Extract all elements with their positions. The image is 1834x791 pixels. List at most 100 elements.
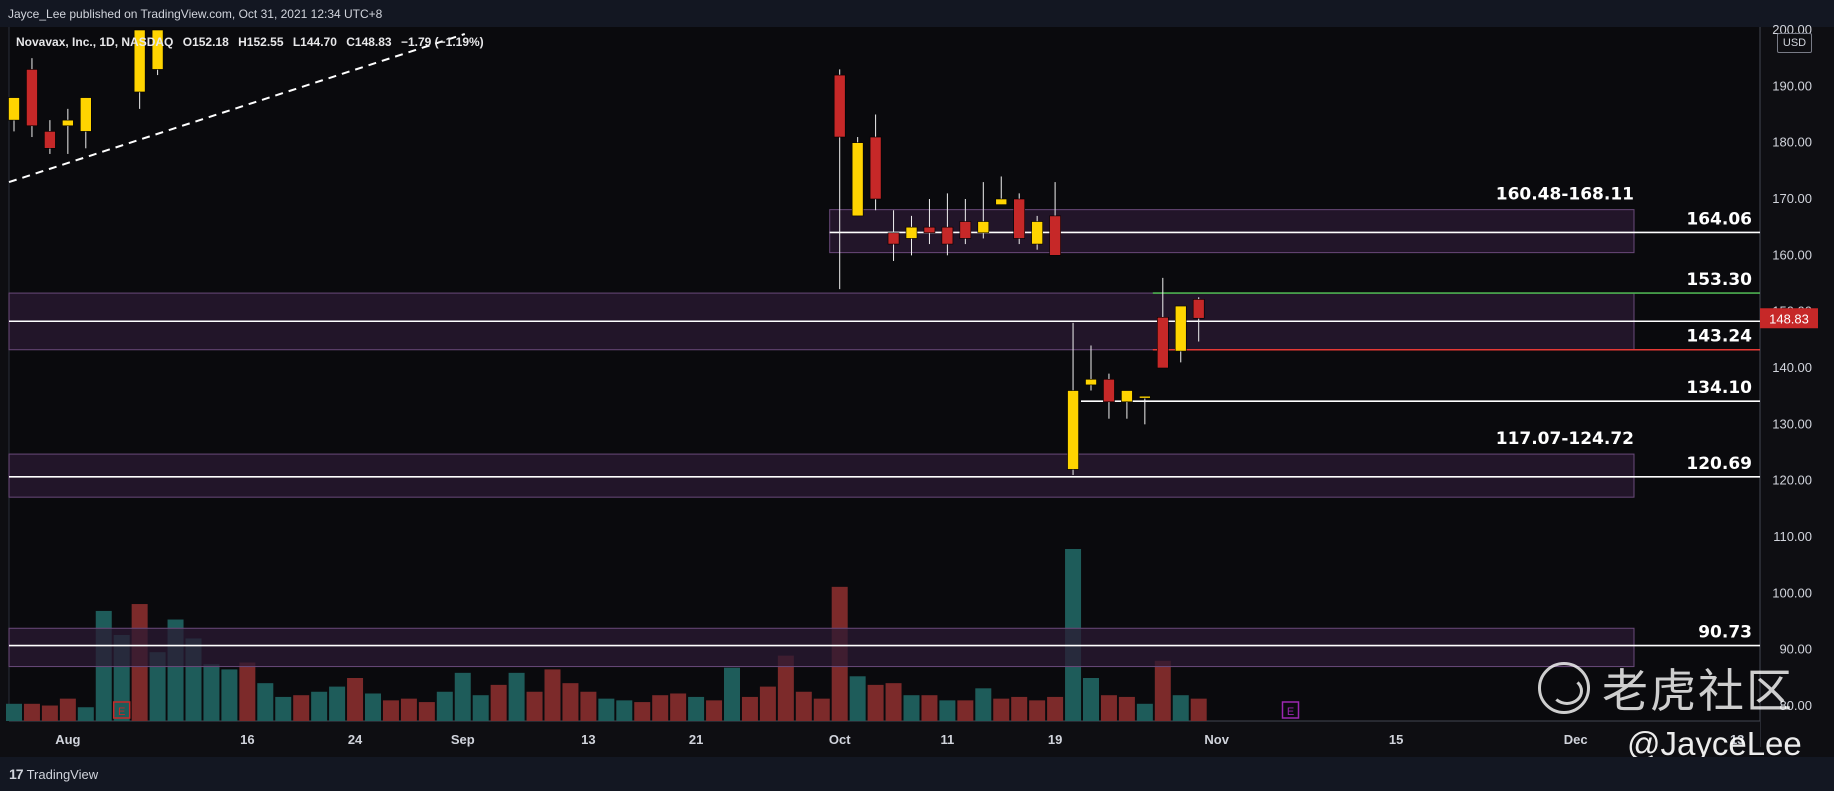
volume-bar: [634, 702, 651, 721]
y-tick-label: 190.00: [1772, 78, 1812, 93]
author-handle: @JayceLee: [1627, 725, 1802, 762]
volume-bar: [347, 678, 364, 721]
volume-bar: [598, 698, 615, 721]
volume-bar: [293, 695, 310, 721]
volume-bar: [795, 691, 812, 721]
y-tick-label: 100.00: [1772, 585, 1812, 600]
volume-bar: [867, 684, 884, 721]
volume-bar: [921, 695, 938, 721]
y-tick-label: 180.00: [1772, 135, 1812, 150]
candle-body: [1174, 305, 1187, 352]
candle-body: [133, 29, 146, 93]
volume-bar: [77, 707, 94, 721]
zone-box: [829, 209, 1635, 254]
x-tick-label: 21: [689, 732, 703, 747]
volume-bar: [508, 672, 525, 721]
earnings-marker-label: E: [118, 706, 125, 718]
volume-series: [6, 549, 1207, 721]
volume-bar: [580, 691, 597, 721]
candle-body: [869, 136, 882, 200]
earnings-marker: [1281, 701, 1300, 719]
ohlc-low: L144.70: [292, 35, 337, 49]
tradingview-logo[interactable]: 17 TradingView: [9, 766, 98, 782]
volume-bar: [975, 688, 992, 721]
candle-body: [44, 131, 56, 149]
level-label: 143.24: [1686, 327, 1752, 347]
volume-bar: [1083, 678, 1099, 721]
volume-bar: [1136, 703, 1153, 721]
volume-bar: [149, 652, 166, 721]
trendline: [8, 33, 466, 184]
candles: [8, 29, 1205, 476]
candle-body: [941, 226, 954, 245]
y-tick-label: 140.00: [1772, 360, 1812, 375]
candle-body: [1157, 316, 1169, 369]
volume-bar: [957, 700, 974, 721]
candle-body: [26, 69, 38, 127]
tradingview-logo-icon: 17: [9, 766, 24, 782]
volume-bar: [849, 676, 866, 721]
x-tick-label: 24: [348, 732, 363, 747]
candle-body: [905, 226, 918, 239]
volume-bar: [1154, 660, 1171, 721]
ohlc-high: H152.55: [238, 35, 284, 49]
x-tick-label: 19: [1048, 732, 1062, 747]
y-tick-label: 120.00: [1772, 473, 1812, 488]
candle-body: [151, 29, 164, 70]
volume-bar: [418, 702, 435, 721]
currency-selector[interactable]: USD: [1777, 33, 1812, 53]
candle-body: [1121, 390, 1133, 403]
candle-body: [851, 142, 864, 217]
volume-bar: [1029, 700, 1046, 721]
x-tick-label: Aug: [55, 732, 80, 747]
price-axis: [1760, 27, 1834, 721]
candle-body: [959, 221, 972, 239]
x-tick-label: 11: [941, 732, 955, 747]
earnings-marker: [112, 701, 131, 719]
volume-bar: [257, 683, 274, 721]
candle-body: [1085, 378, 1097, 386]
volume-bar: [724, 667, 740, 721]
candle-body: [833, 74, 846, 138]
footer-bar: [0, 757, 1834, 791]
candle-body: [977, 221, 990, 234]
volume-bar: [472, 695, 489, 721]
zone-box: [8, 627, 1635, 668]
level-label: 120.69: [1686, 454, 1752, 474]
volume-bar: [777, 655, 794, 721]
volume-bar: [23, 703, 40, 721]
plot-area: [9, 27, 1760, 721]
candle-body: [995, 198, 1008, 205]
symbol-name: Novavax, Inc., 1D, NASDAQ: [16, 35, 174, 49]
x-tick-label: Nov: [1204, 732, 1229, 747]
volume-bar: [239, 662, 256, 721]
volume-bar: [1190, 698, 1207, 721]
zone-label: 117.07-124.72: [1496, 429, 1634, 449]
brand-text: TradingView: [26, 766, 99, 782]
volume-bar: [993, 698, 1010, 721]
y-tick-label: 110.00: [1773, 529, 1812, 544]
symbol-legend: Novavax, Inc., 1D, NASDAQ O152.18 H152.5…: [16, 35, 490, 49]
level-label: 153.30: [1686, 270, 1752, 290]
tiger-logo-icon: [1538, 662, 1590, 714]
candle-body: [1031, 221, 1043, 245]
volume-bar: [1047, 696, 1064, 721]
y-tick-label: 160.00: [1772, 247, 1812, 262]
volume-bar: [759, 686, 776, 721]
volume-bar: [59, 698, 76, 721]
volume-bar: [311, 691, 328, 721]
volume-bar: [885, 683, 902, 721]
volume-bar: [741, 696, 758, 721]
volume-bar: [1172, 695, 1189, 721]
x-tick-label: Dec: [1564, 732, 1588, 747]
x-tick-label: 15: [1389, 732, 1403, 747]
candle-body: [1103, 378, 1115, 403]
publisher-text: Jayce_Lee published on TradingView.com, …: [8, 7, 383, 21]
volume-bar: [616, 700, 633, 721]
ohlc-open: O152.18: [182, 35, 229, 49]
volume-bar: [365, 693, 381, 721]
zones: [8, 209, 1635, 668]
volume-bar: [903, 695, 920, 721]
volume-bar: [652, 695, 669, 721]
